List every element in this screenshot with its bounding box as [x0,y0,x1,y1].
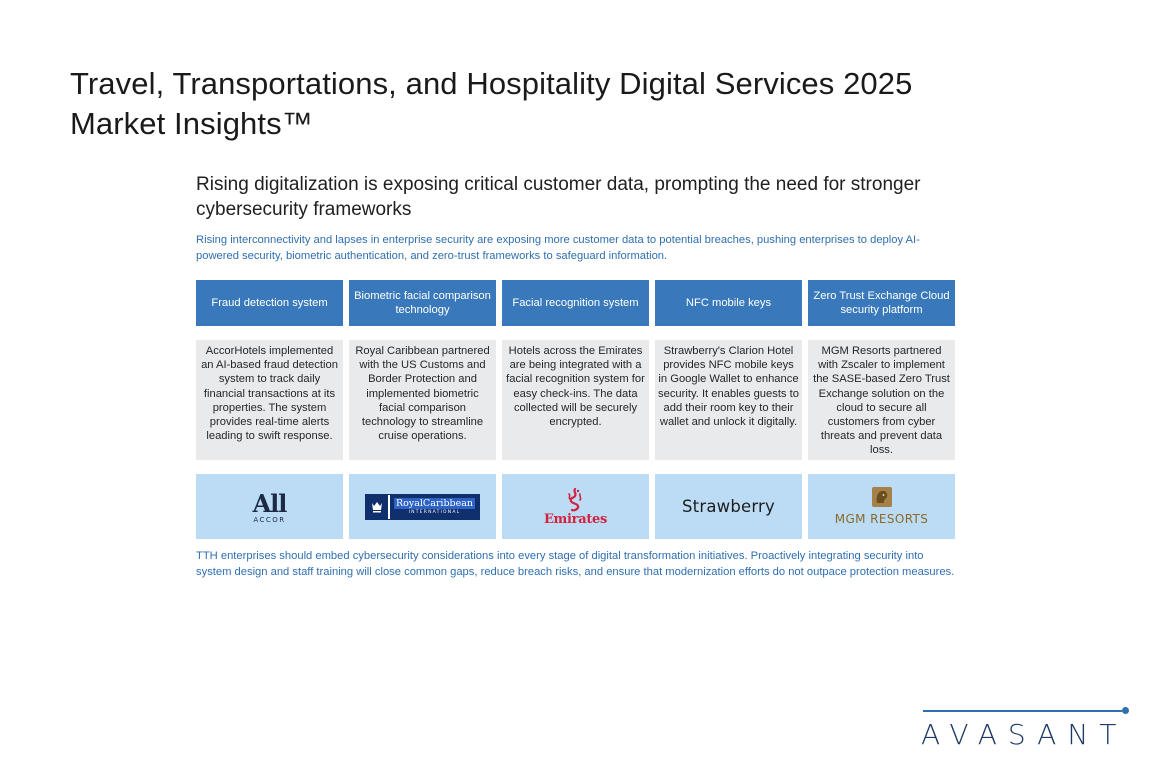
royal-caribbean-logo: RoyalCaribbean INTERNATIONAL [349,474,496,539]
column-description: Hotels across the Emirates are being int… [502,340,649,460]
closing-text: TTH enterprises should embed cybersecuri… [196,550,955,578]
column-description: Royal Caribbean partnered with the US Cu… [349,340,496,460]
emirates-logo-word: Emirates [543,511,608,527]
accor-logo-mark: All [252,488,288,518]
slide-panel: Rising digitalization is exposing critic… [196,172,956,578]
royal-caribbean-logo-name: RoyalCaribbean [393,497,476,509]
case-column: Zero Trust Exchange Cloud security platf… [808,280,955,539]
emirates-logo: Emirates [502,474,649,539]
slide-heading: Rising digitalization is exposing critic… [196,174,921,220]
case-column: Facial recognition system Hotels across … [502,280,649,539]
royal-caribbean-logo-sub: INTERNATIONAL [408,509,461,515]
mgm-logo-word: MGM RESORTS [834,512,929,526]
page-title: Travel, Transportations, and Hospitality… [70,66,913,141]
column-header: Fraud detection system [196,280,343,326]
column-header: Zero Trust Exchange Cloud security platf… [808,280,955,326]
brand-dot-icon [1122,707,1129,714]
crown-anchor-icon [365,494,388,519]
avasant-logo: AVASANT [921,718,1128,751]
column-description: MGM Resorts partnered with Zscaler to im… [808,340,955,460]
strawberry-logo-word: Strawberry [682,497,775,516]
intro-text: Rising interconnectivity and lapses in e… [196,234,920,262]
accor-logo-word: ACCOR [253,515,286,524]
column-description: Strawberry's Clarion Hotel provides NFC … [655,340,802,460]
case-column: NFC mobile keys Strawberry's Clarion Hot… [655,280,802,539]
column-header: Facial recognition system [502,280,649,326]
strawberry-logo: Strawberry [655,474,802,539]
case-column: Biometric facial comparison technology R… [349,280,496,539]
brand-line [923,710,1122,712]
arabic-calligraphy-icon [568,487,582,511]
lion-icon [871,487,892,507]
mgm-resorts-logo: MGM RESORTS [808,474,955,539]
column-header: Biometric facial comparison technology [349,280,496,326]
column-header: NFC mobile keys [655,280,802,326]
accor-logo: All ACCOR [196,474,343,539]
case-column: Fraud detection system AccorHotels imple… [196,280,343,539]
column-description: AccorHotels implemented an AI-based frau… [196,340,343,460]
